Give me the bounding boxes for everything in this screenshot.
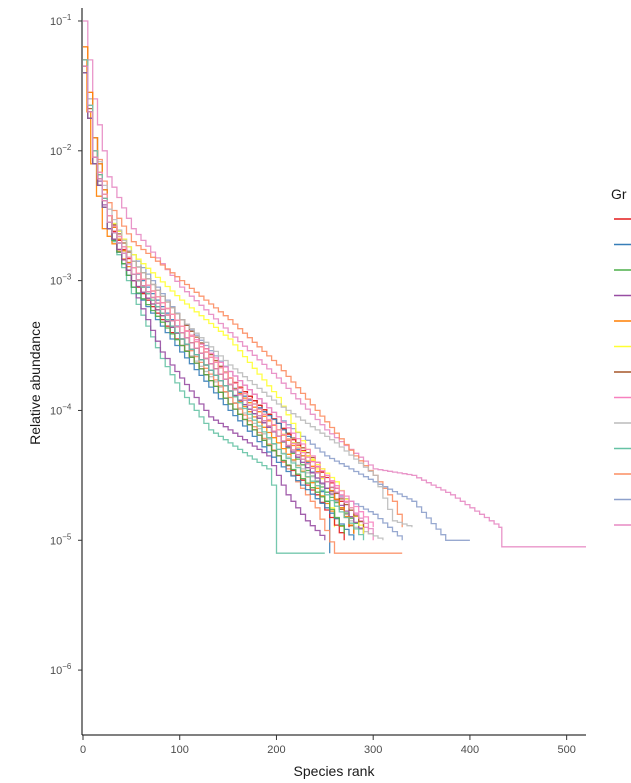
- y-tick-label: 10−4: [50, 402, 72, 417]
- series-line: [83, 65, 374, 534]
- series-line: [83, 72, 384, 541]
- x-tick-label: 500: [557, 744, 575, 756]
- y-axis-title: Relative abundance: [27, 321, 43, 445]
- series-line: [83, 72, 365, 534]
- series-line: [83, 59, 365, 534]
- series-line: [83, 59, 365, 534]
- series-line: [83, 65, 365, 528]
- legend: Gr: [611, 186, 631, 526]
- x-tick-label: 0: [80, 744, 86, 756]
- legend-title: Gr: [611, 186, 627, 202]
- series-line: [83, 72, 345, 534]
- series-line: [83, 20, 586, 548]
- x-tick-label: 200: [267, 744, 285, 756]
- series-line: [83, 59, 374, 541]
- series-line: [83, 72, 355, 541]
- y-axis-ticks: 10−1 10−2 10−3 10−4 10−5 10−6: [50, 13, 82, 677]
- series-line: [83, 59, 365, 541]
- x-tick-label: 100: [171, 744, 189, 756]
- series-line: [83, 46, 403, 528]
- y-tick-label: 10−2: [50, 143, 72, 158]
- series-line: [83, 59, 331, 554]
- x-tick-label: 300: [364, 744, 382, 756]
- series-line: [83, 59, 413, 528]
- series-line: [83, 72, 403, 554]
- x-tick-label: 400: [461, 744, 479, 756]
- y-tick-label: 10−1: [50, 13, 72, 28]
- series-line: [83, 72, 325, 554]
- x-axis-title: Species rank: [294, 763, 376, 779]
- y-tick-label: 10−6: [50, 662, 72, 677]
- x-axis-ticks: 0 100 200 300 400 500: [80, 735, 576, 756]
- series-line: [83, 65, 355, 534]
- y-tick-label: 10−5: [50, 532, 72, 547]
- y-tick-label: 10−3: [50, 273, 72, 288]
- series-layer: [83, 20, 586, 554]
